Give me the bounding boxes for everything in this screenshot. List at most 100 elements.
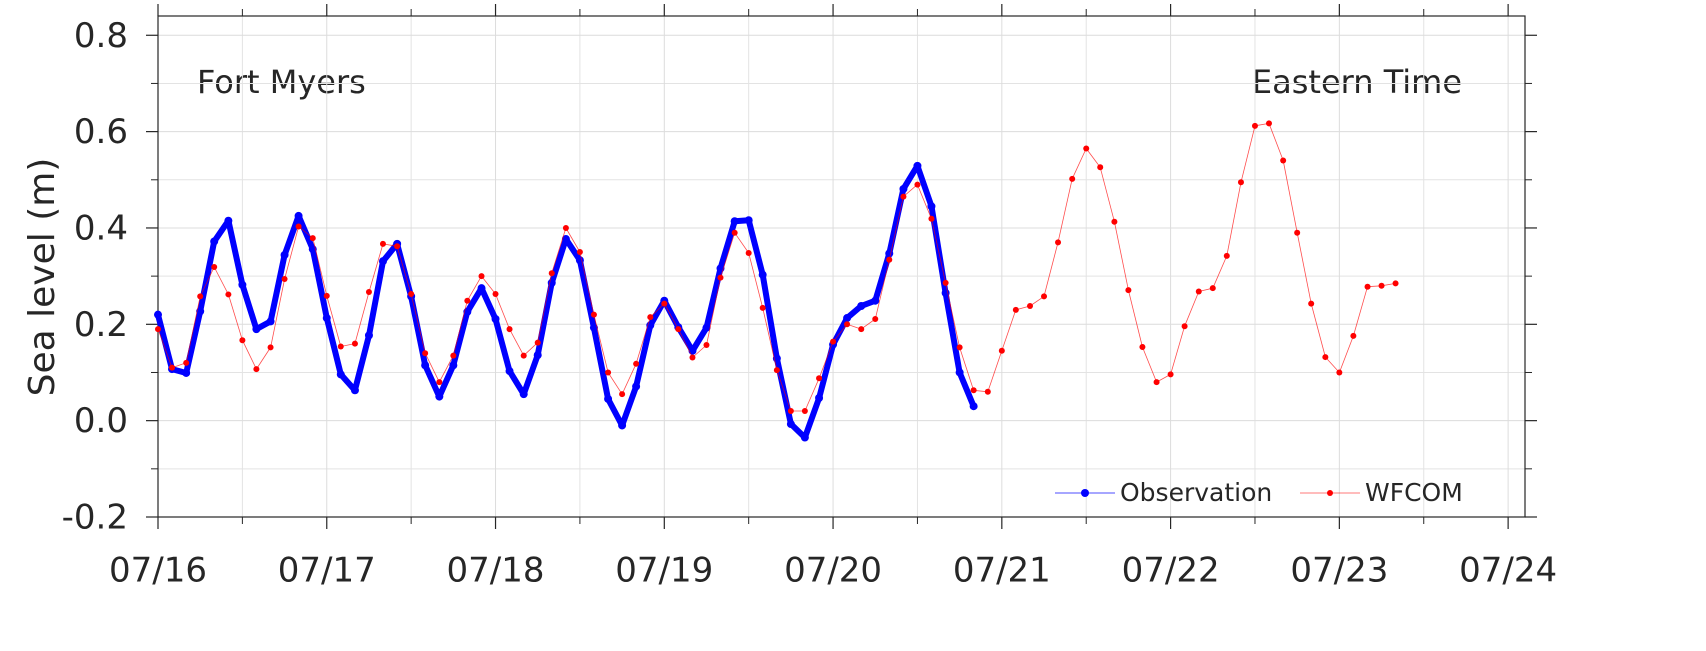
data-point xyxy=(745,250,752,257)
legend-label: Observation xyxy=(1120,478,1272,507)
data-point xyxy=(350,386,359,395)
data-point xyxy=(675,326,682,333)
data-point xyxy=(1378,282,1385,289)
data-point xyxy=(998,347,1005,354)
data-point xyxy=(365,289,372,296)
data-point xyxy=(689,354,696,361)
data-point xyxy=(519,390,528,399)
data-point xyxy=(421,361,430,370)
station-label: Fort Myers xyxy=(197,63,366,101)
data-point xyxy=(280,250,289,259)
data-point xyxy=(378,257,387,266)
data-point xyxy=(1294,229,1301,236)
data-point xyxy=(604,394,613,403)
data-point xyxy=(786,420,795,429)
data-point xyxy=(900,193,907,200)
data-point xyxy=(758,270,767,279)
data-point xyxy=(1209,285,1216,292)
data-point xyxy=(661,300,668,307)
data-point xyxy=(843,314,852,323)
data-point xyxy=(1280,157,1287,164)
data-point xyxy=(225,291,232,298)
data-point xyxy=(253,366,260,373)
data-point xyxy=(477,284,486,293)
y-tick-label: 0.2 xyxy=(74,305,128,345)
data-point xyxy=(182,368,191,377)
data-point xyxy=(589,323,598,332)
y-tick-label: 0.0 xyxy=(74,401,128,441)
data-point xyxy=(436,379,443,386)
data-point xyxy=(1027,303,1034,310)
data-point xyxy=(1181,323,1188,330)
data-point xyxy=(858,326,865,333)
data-point xyxy=(266,317,275,326)
data-point xyxy=(238,280,247,289)
data-point xyxy=(1195,288,1202,295)
data-point xyxy=(323,292,330,299)
data-point xyxy=(1265,120,1272,127)
x-tick-label: 07/18 xyxy=(447,551,545,591)
x-tick-label: 07/22 xyxy=(1122,551,1220,591)
data-point xyxy=(830,338,837,345)
data-point xyxy=(449,361,458,370)
data-point xyxy=(491,315,500,324)
data-point xyxy=(478,273,485,280)
x-tick-label: 07/16 xyxy=(109,551,207,591)
data-point xyxy=(336,370,345,379)
data-point xyxy=(239,337,246,344)
data-point xyxy=(1392,280,1399,287)
data-point xyxy=(533,351,542,360)
data-point xyxy=(928,215,935,222)
data-point xyxy=(197,293,204,300)
data-point xyxy=(155,326,161,333)
data-point xyxy=(590,311,597,318)
data-point xyxy=(252,325,261,334)
legend-marker xyxy=(1327,490,1333,496)
data-point xyxy=(632,382,641,391)
data-point xyxy=(717,274,724,281)
data-point xyxy=(956,344,963,351)
y-tick-label: -0.2 xyxy=(62,498,128,538)
data-point xyxy=(154,310,162,319)
data-point xyxy=(731,229,738,236)
data-point xyxy=(505,367,514,376)
data-point xyxy=(562,224,569,231)
data-point xyxy=(1111,218,1118,225)
data-point xyxy=(561,235,570,244)
data-point xyxy=(1055,239,1062,246)
data-point xyxy=(506,326,513,333)
legend-label: WFCOM xyxy=(1365,478,1463,507)
data-point xyxy=(322,314,331,323)
data-point xyxy=(955,368,964,377)
data-point xyxy=(379,240,386,247)
data-point xyxy=(744,216,753,225)
data-point xyxy=(394,243,401,250)
data-point xyxy=(450,352,457,359)
data-point xyxy=(1153,379,1160,386)
data-point xyxy=(1125,287,1132,294)
data-point xyxy=(886,256,893,263)
data-point xyxy=(688,346,697,355)
data-point xyxy=(1322,354,1329,361)
data-point xyxy=(969,402,978,411)
data-point xyxy=(1336,369,1343,376)
data-point xyxy=(618,421,627,430)
data-point xyxy=(435,392,444,401)
data-point xyxy=(1041,293,1048,300)
data-point xyxy=(520,352,527,359)
data-point xyxy=(1350,332,1357,339)
data-point xyxy=(1251,122,1258,129)
data-point xyxy=(844,321,851,328)
data-point xyxy=(337,343,344,350)
plot-frame xyxy=(157,15,1526,518)
data-point xyxy=(816,375,823,382)
legend-marker xyxy=(1081,489,1089,497)
y-axis-label: Sea level (m) xyxy=(22,158,63,397)
data-point xyxy=(927,202,936,211)
y-tick-label: 0.8 xyxy=(74,16,128,56)
x-tick-label: 07/17 xyxy=(278,551,376,591)
data-point xyxy=(872,316,879,323)
y-tick-label: 0.4 xyxy=(74,208,128,248)
